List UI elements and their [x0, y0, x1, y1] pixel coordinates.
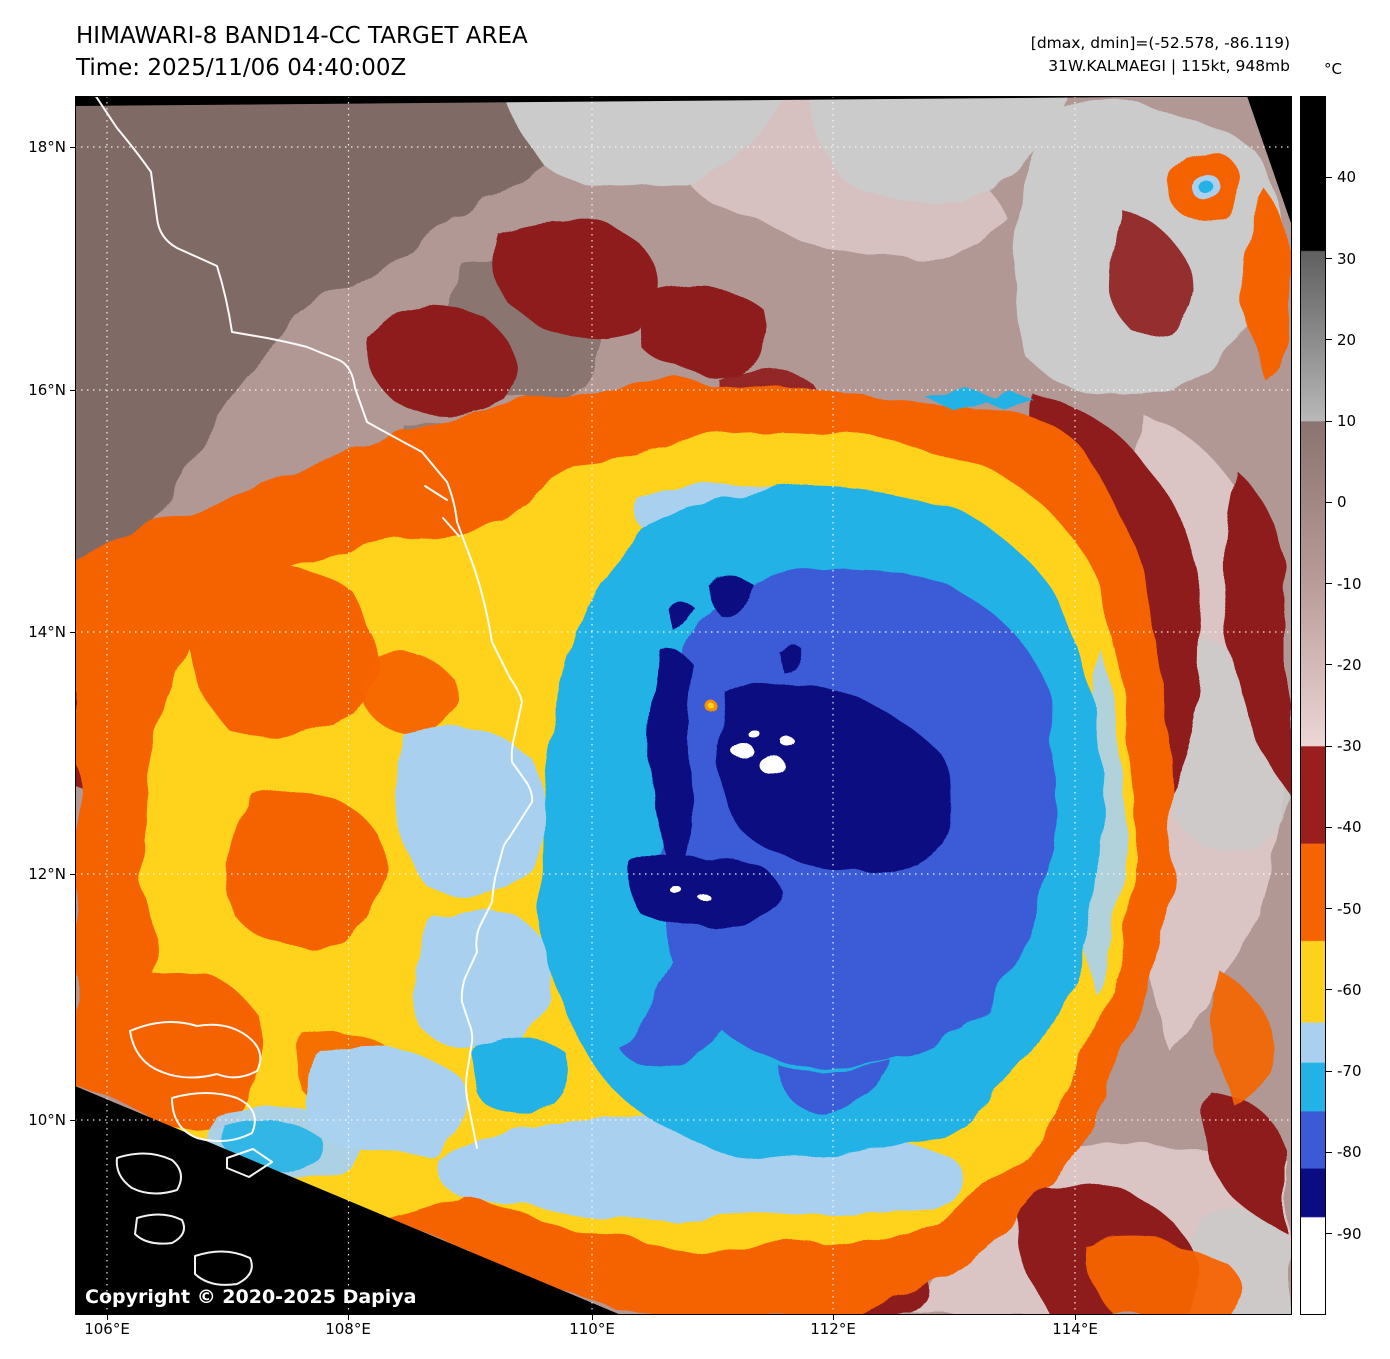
- colorbar-ticks: 40 30 20 10 0 -10 -20 -30 -40 -50 -60 -70 -80 -90: [1326, 96, 1390, 1315]
- colorbar-tick-label: -60: [1337, 980, 1362, 999]
- x-tickmark: [107, 1315, 108, 1320]
- storm-eye: [706, 701, 718, 713]
- colorbar-tick: -90: [1326, 1225, 1362, 1243]
- x-tickmark: [1075, 1315, 1076, 1320]
- coastline: [94, 96, 534, 1286]
- y-tick-label: 16°N: [28, 381, 66, 399]
- colorbar-tick: -60: [1326, 981, 1362, 999]
- colorbar-tick: -80: [1326, 1143, 1362, 1161]
- storm-info: 31W.KALMAEGI | 115kt, 948mb: [1048, 57, 1290, 75]
- colorbar-tick: -20: [1326, 656, 1362, 674]
- colorbar-tick-label: -50: [1337, 899, 1362, 918]
- header-right: [dmax, dmin]=(-52.578, -86.119) 31W.KALM…: [1031, 32, 1290, 78]
- x-axis: 106°E 108°E 110°E 112°E 114°E: [0, 1320, 1390, 1344]
- colorbar-gradient: [1301, 97, 1325, 1314]
- colorbar-tick-line: [1326, 826, 1332, 828]
- colorbar-tick-label: 10: [1337, 412, 1357, 431]
- x-tick-label: 106°E: [84, 1320, 130, 1338]
- x-tick-label: 108°E: [325, 1320, 371, 1338]
- colorbar-tick-line: [1326, 989, 1332, 991]
- colorbar-tick: -70: [1326, 1062, 1362, 1080]
- colorbar-tick-label: -80: [1337, 1143, 1362, 1162]
- colorbar-tick-line: [1326, 420, 1332, 422]
- x-tick-label: 110°E: [569, 1320, 615, 1338]
- y-axis: 18°N 16°N 14°N 12°N 10°N: [0, 96, 66, 1315]
- x-tick-label: 112°E: [810, 1320, 856, 1338]
- y-tickmark: [70, 147, 75, 148]
- y-tickmark: [70, 874, 75, 875]
- colorbar-tick-line: [1326, 501, 1332, 503]
- colorbar-tick-label: 20: [1337, 330, 1357, 349]
- colorbar-tick: 40: [1326, 168, 1356, 186]
- timestamp: Time: 2025/11/06 04:40:00Z: [76, 55, 407, 81]
- colorbar-tick-label: -90: [1337, 1224, 1362, 1243]
- grid-lines: [75, 96, 1292, 1315]
- colorbar-tick-label: 40: [1337, 168, 1357, 187]
- colorbar-tick-label: 30: [1337, 249, 1357, 268]
- colorbar-tick: -30: [1326, 737, 1362, 755]
- colorbar-tick-line: [1326, 1151, 1332, 1153]
- colorbar-tick-label: -30: [1337, 737, 1362, 756]
- plot-frame: [75, 96, 1292, 1315]
- copyright: Copyright © 2020-2025 Dapiya: [85, 1286, 416, 1308]
- colorbar-tick: -40: [1326, 818, 1362, 836]
- colorbar-tick-line: [1326, 664, 1332, 666]
- colorbar-tick-line: [1326, 908, 1332, 910]
- y-tickmark: [70, 390, 75, 391]
- colorbar-tick: -10: [1326, 575, 1362, 593]
- colorbar-tick: 20: [1326, 331, 1356, 349]
- colorbar-tick-line: [1326, 1070, 1332, 1072]
- x-tickmark: [592, 1315, 593, 1320]
- colorbar-unit-label: °C: [1324, 60, 1342, 78]
- colorbar-tick-line: [1326, 176, 1332, 178]
- colorbar-tick-label: -20: [1337, 655, 1362, 674]
- colorbar-tick-label: -40: [1337, 818, 1362, 837]
- colorbar-tick-line: [1326, 258, 1332, 260]
- colorbar: [1300, 96, 1326, 1315]
- overshoot-spots: [672, 730, 794, 900]
- colorbar-tick-line: [1326, 745, 1332, 747]
- colorbar-tick: 10: [1326, 412, 1356, 430]
- x-tickmark: [833, 1315, 834, 1320]
- colorbar-tick-label: -10: [1337, 574, 1362, 593]
- satellite-image: Copyright © 2020-2025 Dapiya: [75, 96, 1292, 1315]
- y-tick-label: 10°N: [28, 1111, 66, 1129]
- colorbar-tick-line: [1326, 339, 1332, 341]
- x-tick-label: 114°E: [1052, 1320, 1098, 1338]
- colorbar-tick-line: [1326, 583, 1332, 585]
- cloud-layers: [75, 96, 1292, 1315]
- colorbar-tick-label: 0: [1337, 493, 1347, 512]
- coldest-tops: [628, 579, 952, 928]
- colorbar-tick: -50: [1326, 900, 1362, 918]
- y-tick-label: 12°N: [28, 865, 66, 883]
- map-frame: Copyright © 2020-2025 Dapiya: [75, 96, 1292, 1315]
- y-tickmark: [70, 1120, 75, 1121]
- colorbar-tick-label: -70: [1337, 1062, 1362, 1081]
- colorbar-tick: 30: [1326, 250, 1356, 268]
- dmax-dmin-readout: [dmax, dmin]=(-52.578, -86.119): [1030, 34, 1290, 52]
- header: HIMAWARI-8 BAND14-CC TARGET AREA Time: 2…: [76, 20, 528, 84]
- y-tickmark: [70, 632, 75, 633]
- x-tickmark: [348, 1315, 349, 1320]
- colorbar-tick-line: [1326, 1233, 1332, 1235]
- y-tick-label: 14°N: [28, 623, 66, 641]
- colorbar-tick: 0: [1326, 493, 1347, 511]
- y-tick-label: 18°N: [28, 138, 66, 156]
- page-title: HIMAWARI-8 BAND14-CC TARGET AREA: [76, 23, 528, 49]
